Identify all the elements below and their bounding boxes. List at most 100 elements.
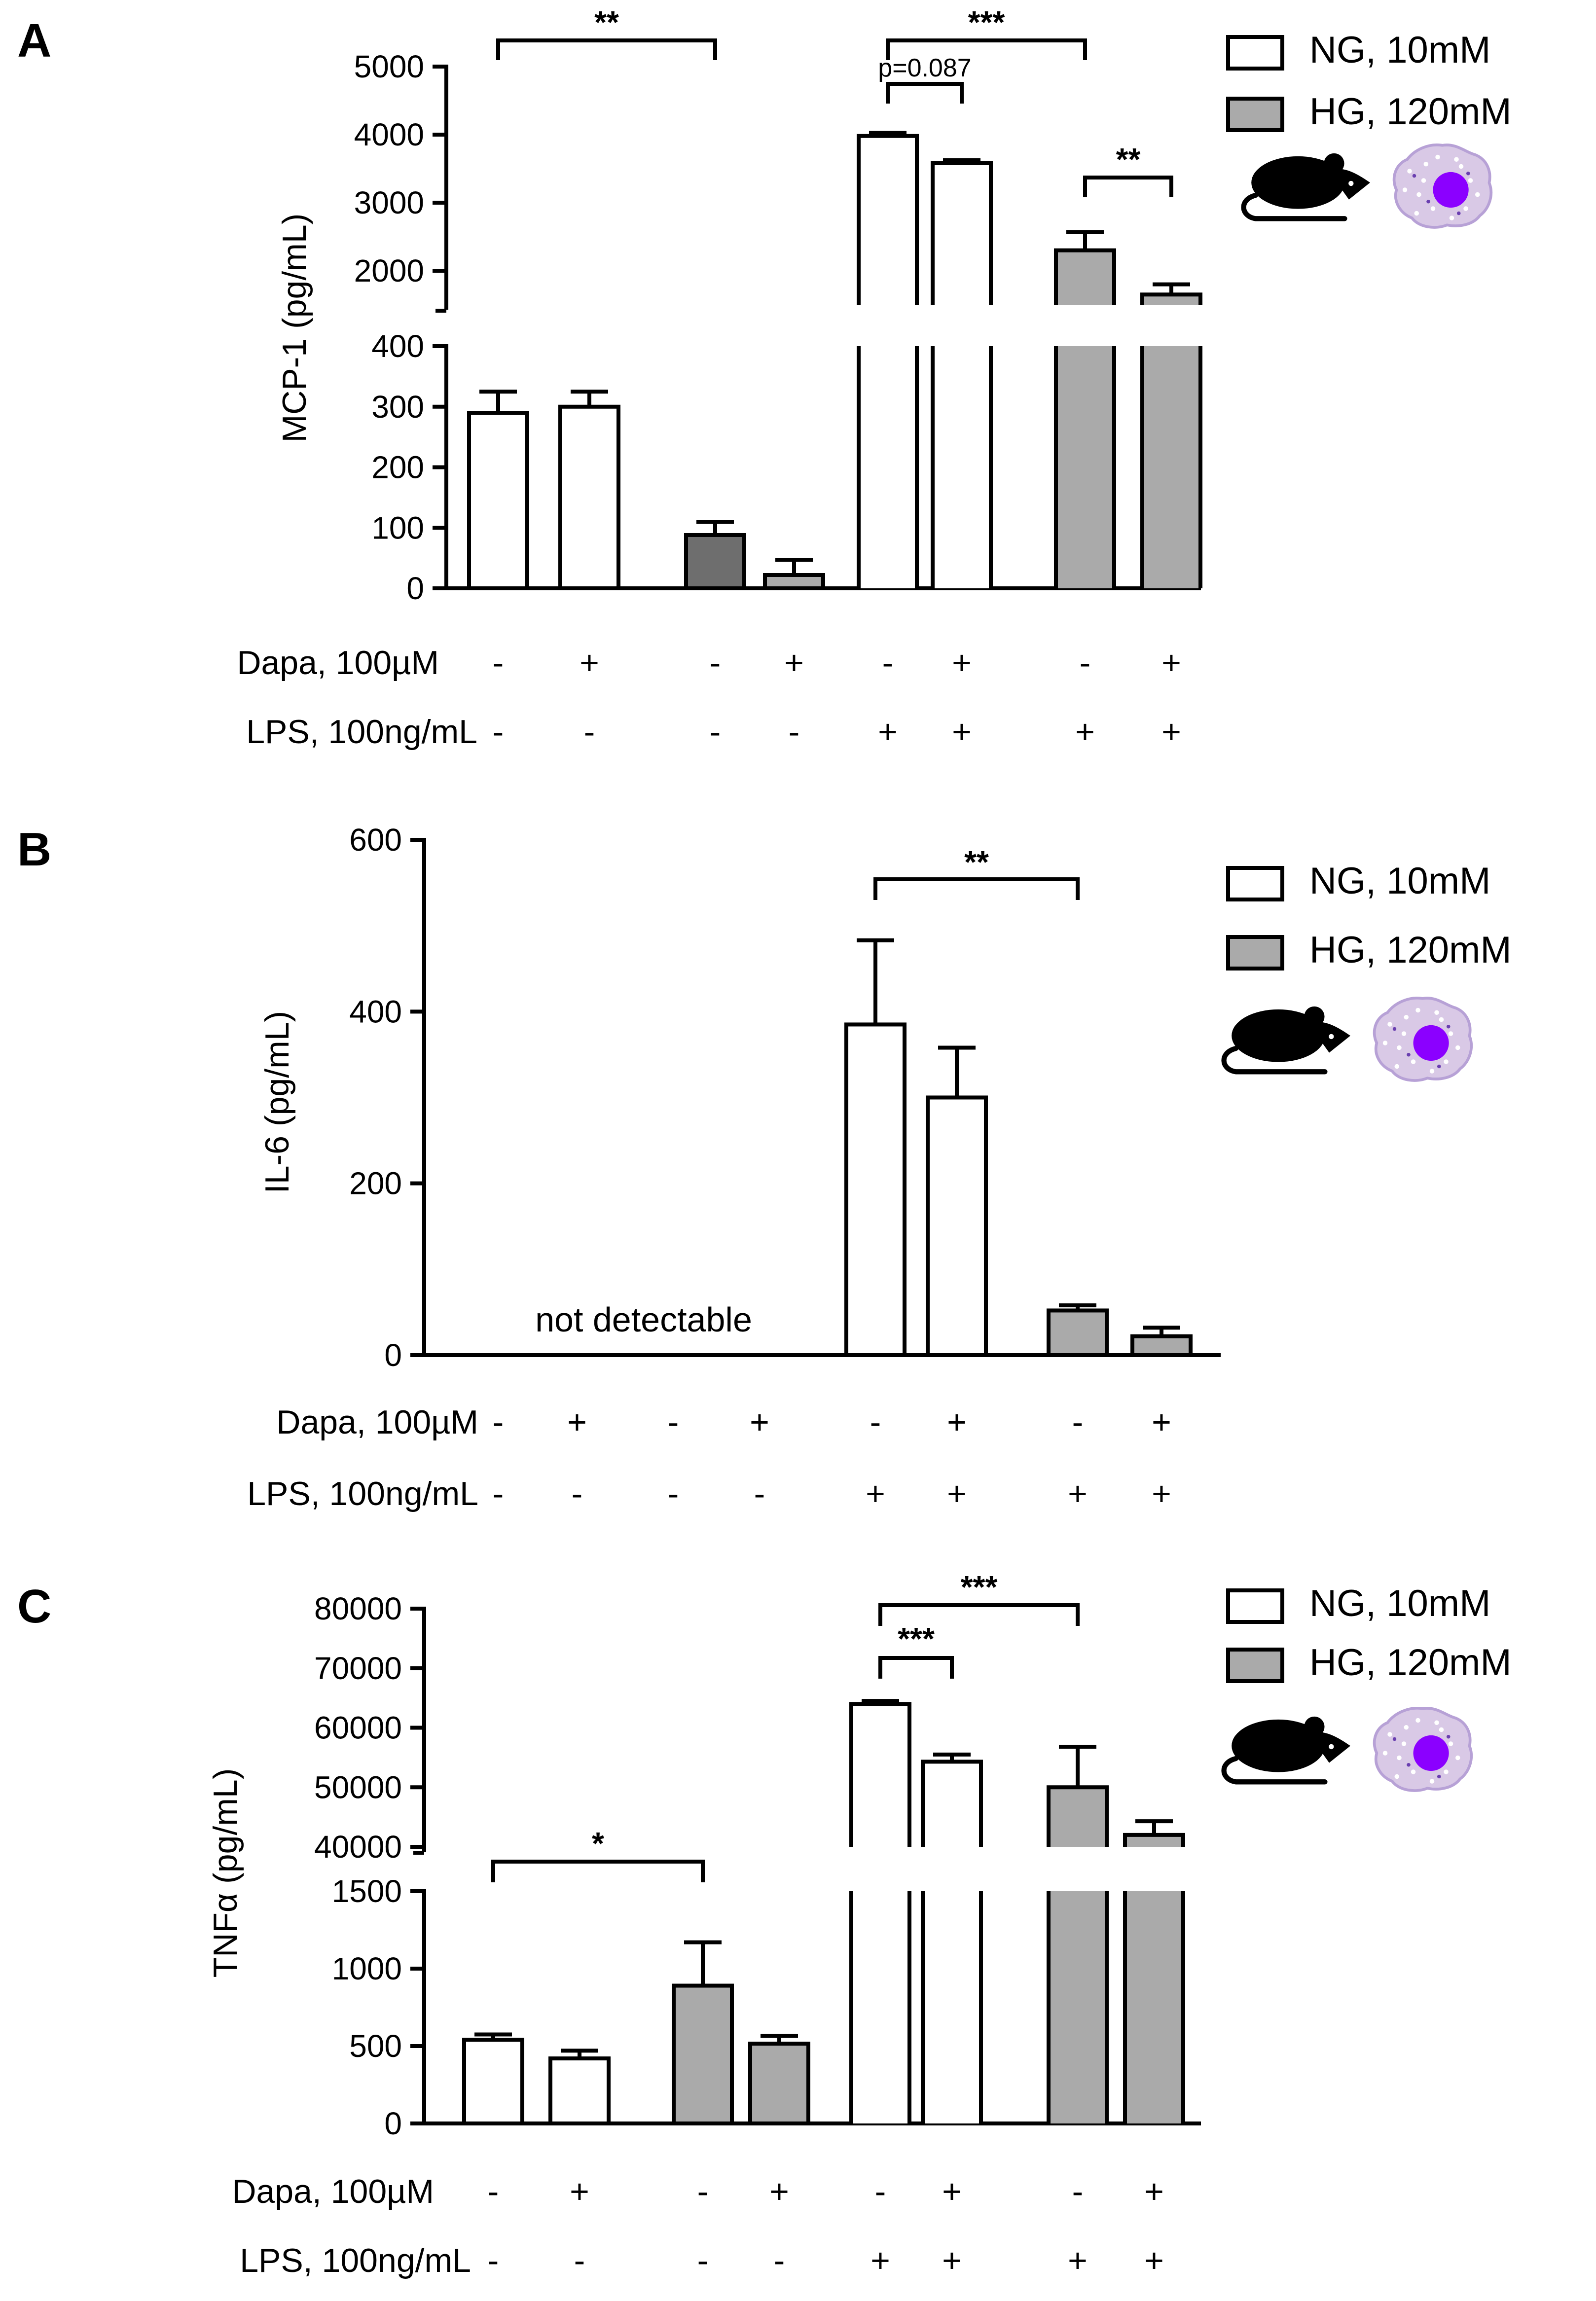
plus-sign: + xyxy=(1161,713,1181,751)
y-tick-label: 600 xyxy=(349,822,402,858)
y-tick-label: 1500 xyxy=(332,1873,402,1909)
bar-lower-outline xyxy=(921,1891,983,2123)
macrophage-cell-icon xyxy=(1392,144,1492,229)
bar xyxy=(844,1022,907,1357)
bars xyxy=(467,131,1202,591)
significance-bracket xyxy=(886,38,1087,60)
y-axis: 0 200 400 600 xyxy=(349,822,426,1373)
bar-lower-segment xyxy=(1142,346,1200,588)
legend-label-hg: HG, 120mM xyxy=(1309,929,1512,971)
lps-row-label: LPS, 100ng/mL xyxy=(247,1475,478,1512)
panel-label: A xyxy=(17,14,51,67)
minus-sign: - xyxy=(774,2242,785,2279)
y-axis-label: IL-6 (pg/mL) xyxy=(258,1011,296,1193)
plus-sign: + xyxy=(878,713,898,751)
treatment-rows: Dapa, 100µM - + - + - + - +LPS, 100ng/mL - - - - + + + + xyxy=(247,1403,1171,1512)
plus-sign: + xyxy=(942,2242,962,2279)
chart-panel-c: C 0 500 1000 1500 40000 50000 60000 70000 80000 TN… xyxy=(17,1569,1512,2279)
significance-stars: *** xyxy=(968,4,1005,40)
bars xyxy=(462,1699,1185,2126)
legend-label-hg: HG, 120mM xyxy=(1309,1642,1512,1684)
plus-sign: + xyxy=(1075,713,1095,751)
legend-swatch-ng xyxy=(1226,35,1284,71)
y-tick-label: 40000 xyxy=(314,1829,402,1865)
p-value-label: p=0.087 xyxy=(878,54,971,82)
plus-sign: + xyxy=(871,2242,890,2279)
minus-sign: - xyxy=(493,644,504,682)
y-tick-label: 0 xyxy=(406,571,424,606)
legend-label-ng: NG, 10mM xyxy=(1309,29,1490,71)
minus-sign: - xyxy=(875,2173,886,2210)
bar-lower-segment xyxy=(1125,1891,1183,2123)
macrophage-cell-icon xyxy=(1373,1707,1473,1792)
bar-lower-outline xyxy=(1047,1891,1109,2123)
bar-upper-segment xyxy=(933,163,991,305)
mouse-silhouette-icon xyxy=(1241,153,1370,221)
bar-lower-outline xyxy=(1054,346,1116,588)
significance-annotations: ** ***p=0.087** xyxy=(496,4,1173,197)
minus-sign: - xyxy=(668,1403,679,1441)
plus-sign: + xyxy=(1068,1475,1088,1512)
plus-sign: + xyxy=(784,644,804,682)
plus-sign: + xyxy=(1068,2242,1088,2279)
panel-label: B xyxy=(17,823,51,876)
y-tick-label: 80000 xyxy=(314,1591,402,1626)
bar-lower-segment xyxy=(851,1891,909,2123)
y-axis-label: TNFα (pg/mL) xyxy=(207,1768,244,1978)
plus-sign: + xyxy=(947,1475,967,1512)
bar xyxy=(684,533,746,590)
y-tick-label: 70000 xyxy=(314,1651,402,1686)
plus-sign: + xyxy=(567,1403,587,1441)
y-tick-label: 400 xyxy=(349,994,402,1029)
minus-sign: - xyxy=(488,2242,499,2279)
plus-sign: + xyxy=(947,1403,967,1441)
y-tick-label: 4000 xyxy=(354,117,424,152)
bar-lower-segment xyxy=(1049,1891,1107,2123)
significance-stars: ** xyxy=(964,844,989,880)
y-tick-label: 3000 xyxy=(354,185,424,220)
mouse-silhouette-icon xyxy=(1221,1006,1350,1075)
bar xyxy=(1130,1334,1193,1358)
bar xyxy=(763,573,825,590)
bar xyxy=(467,411,529,591)
y-tick-label: 0 xyxy=(384,1337,402,1373)
y-tick-label: 0 xyxy=(384,2106,402,2141)
minus-sign: - xyxy=(493,1475,504,1512)
y-tick-label: 400 xyxy=(371,328,424,364)
y-tick-label: 50000 xyxy=(314,1769,402,1805)
significance-stars: ** xyxy=(1116,142,1141,177)
plus-sign: + xyxy=(1152,1403,1171,1441)
bar-lower-outline xyxy=(1140,346,1202,588)
minus-sign: - xyxy=(493,713,504,751)
bar xyxy=(921,1760,983,1847)
bar-upper-segment xyxy=(1049,1787,1107,1847)
legend-swatch-ng xyxy=(1226,1588,1284,1624)
bar-upper-segment xyxy=(1125,1834,1183,1847)
bar xyxy=(558,404,620,590)
significance-stars: *** xyxy=(961,1569,998,1605)
minus-sign: - xyxy=(870,1403,881,1441)
minus-sign: - xyxy=(697,2173,709,2210)
bar xyxy=(748,2042,810,2126)
treatment-rows: Dapa, 100µM - + - + - + - +LPS, 100ng/mL - - - - + + + + xyxy=(232,2173,1164,2279)
minus-sign: - xyxy=(668,1475,679,1512)
y-axis: 0 500 1000 1500 40000 50000 60000 70000 80000 xyxy=(314,1591,426,2141)
significance-annotations: ** xyxy=(873,844,1080,900)
significance-annotations: ******* xyxy=(491,1569,1080,1882)
y-tick-label: 300 xyxy=(371,389,424,425)
y-tick-label: 200 xyxy=(349,1166,402,1201)
y-tick-label: 1000 xyxy=(332,1951,402,1986)
dapa-row-label: Dapa, 100µM xyxy=(237,644,439,682)
minus-sign: - xyxy=(1080,644,1091,682)
panel-label: C xyxy=(17,1580,51,1633)
bar-upper-segment xyxy=(1142,294,1200,305)
legend-swatch-hg xyxy=(1226,1648,1284,1683)
plus-sign: + xyxy=(1161,644,1181,682)
legend: NG, 10mM HG, 120mM xyxy=(1226,860,1512,971)
significance-stars: * xyxy=(592,1826,604,1861)
minus-sign: - xyxy=(1072,2173,1084,2210)
bar xyxy=(672,1983,734,2126)
plus-sign: + xyxy=(952,644,972,682)
y-tick-label: 100 xyxy=(371,510,424,545)
